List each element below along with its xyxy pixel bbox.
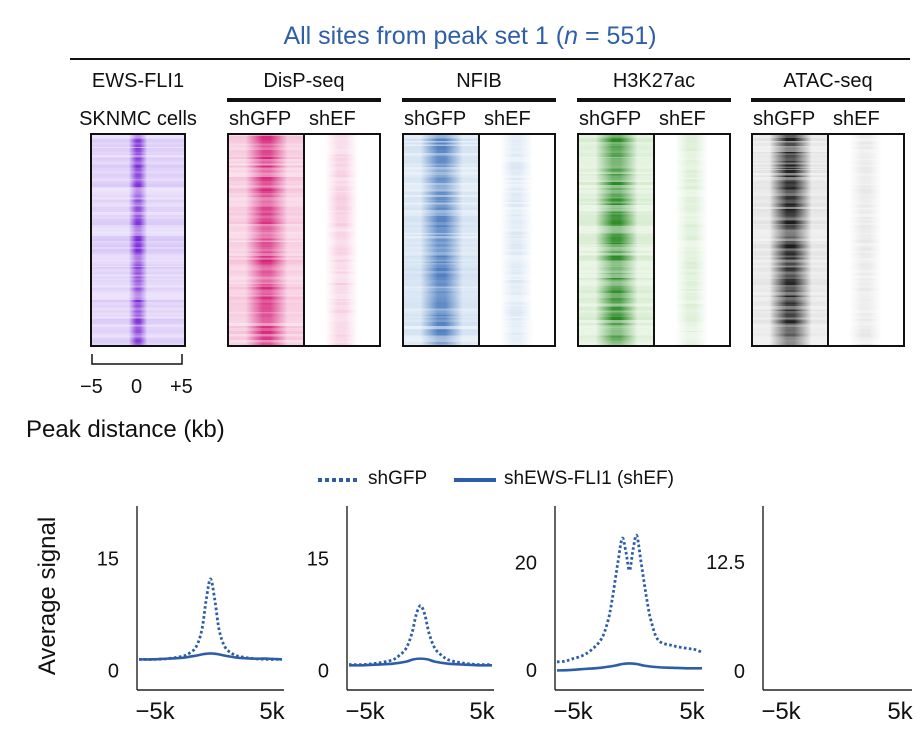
heatmap-disp-seq-shgfp [229, 135, 304, 345]
heatmap-header-bar-h3k27ac [577, 98, 731, 102]
panel-1-line-shgfp [138, 577, 283, 661]
heatmap-header-h3k27ac: H3K27ac [612, 70, 696, 92]
heatmap-ews-fli1-full [92, 135, 184, 345]
heatmap-axis-bracket [91, 354, 183, 365]
heatmap-h3k27ac-shgfp [579, 135, 654, 345]
heatmap-atac-seq-shef [828, 135, 903, 345]
heatmap-h3k27ac-shef [654, 135, 729, 345]
legend-label-shgfp: shGFP [368, 468, 428, 489]
panel-4-xtick-left: −5k [761, 698, 801, 725]
panel-3-line-shef [556, 662, 703, 672]
heatmap-h3k27ac [577, 133, 731, 347]
heatmap-divider-nfib [478, 135, 480, 345]
heatmap-sublabel-shef: shEF [659, 108, 706, 130]
heatmap-sublabel-shgfp: shGFP [229, 108, 292, 130]
panel-1-line-shef [138, 652, 283, 661]
panel-1-ytick-label: 15 [97, 549, 119, 571]
chart-title: All sites from peak set 1 (n = 551) [283, 22, 657, 50]
panel-3-xtick-right: 5k [679, 698, 705, 725]
heatmap-axis-label: Peak distance (kb) [26, 416, 225, 443]
heatmap-sublabel-shgfp: shGFP [753, 108, 816, 130]
heatmap-header-atac-seq: ATAC-seq [783, 70, 873, 92]
panel-3-line-shgfp [556, 533, 703, 664]
heatmap-atac-seq-shgfp [753, 135, 828, 345]
heatmap-header-disp-seq: DisP-seq [263, 70, 345, 92]
heatmap-cell-label: SKNMC cells [79, 108, 197, 130]
panel-2-ytick-zero: 0 [318, 661, 329, 683]
panel-2-ytick-label: 15 [307, 549, 329, 571]
panel-1-ytick-zero: 0 [108, 661, 119, 683]
panel-4-ytick-label: 12.5 [706, 552, 745, 574]
heatmap-header-bar-disp-seq [227, 98, 381, 102]
heatmap-header-ews-fli1: EWS-FLI1 [91, 70, 185, 92]
heatmap-divider-disp-seq [303, 135, 305, 345]
legend-dotted-swatch [318, 478, 360, 482]
heatmap-nfib [402, 133, 556, 347]
panel-4-ytick-zero: 0 [734, 661, 745, 683]
heatmap-tick-left: −5 [80, 376, 103, 398]
panel-2-xtick-left: −5k [345, 698, 385, 725]
heatmap-header-bar-atac-seq [751, 98, 905, 102]
heatmap-disp-seq-shef [304, 135, 379, 345]
legend-solid-swatch [454, 478, 496, 482]
heatmap-divider-atac-seq [827, 135, 829, 345]
heatmap-nfib-shef [479, 135, 554, 345]
panel-2-line-shef [348, 657, 493, 667]
heatmap-header-bar-nfib [402, 98, 556, 102]
heatmap-sublabel-shef: shEF [309, 108, 356, 130]
panel-2-line-shgfp [348, 604, 493, 667]
panel-1-xtick-right: 5k [259, 698, 285, 725]
title-underline [70, 58, 910, 60]
heatmap-sublabel-shef: shEF [484, 108, 531, 130]
heatmap-sublabel-shgfp: shGFP [404, 108, 467, 130]
legend-label-shef: shEWS-FLI1 (shEF) [504, 468, 674, 489]
heatmap-tick-center: 0 [131, 376, 143, 398]
panel-3-xtick-left: −5k [553, 698, 593, 725]
heatmap-atac-seq [751, 133, 905, 347]
heatmap-ews-fli1 [90, 133, 186, 347]
heatmap-sublabel-shgfp: shGFP [579, 108, 642, 130]
heatmap-sublabel-shef: shEF [833, 108, 880, 130]
panel-4-xtick-right: 5k [887, 698, 913, 725]
heatmap-tick-right: +5 [170, 376, 193, 398]
heatmap-nfib-shgfp [404, 135, 479, 345]
panel-2-xtick-right: 5k [469, 698, 495, 725]
heatmap-header-nfib: NFIB [456, 70, 502, 92]
heatmap-divider-h3k27ac [653, 135, 655, 345]
panel-3-ytick-label: 20 [515, 552, 537, 574]
panel-1-xtick-left: −5k [135, 698, 175, 725]
panel-3-ytick-zero: 0 [526, 660, 537, 682]
heatmap-disp-seq [227, 133, 381, 347]
